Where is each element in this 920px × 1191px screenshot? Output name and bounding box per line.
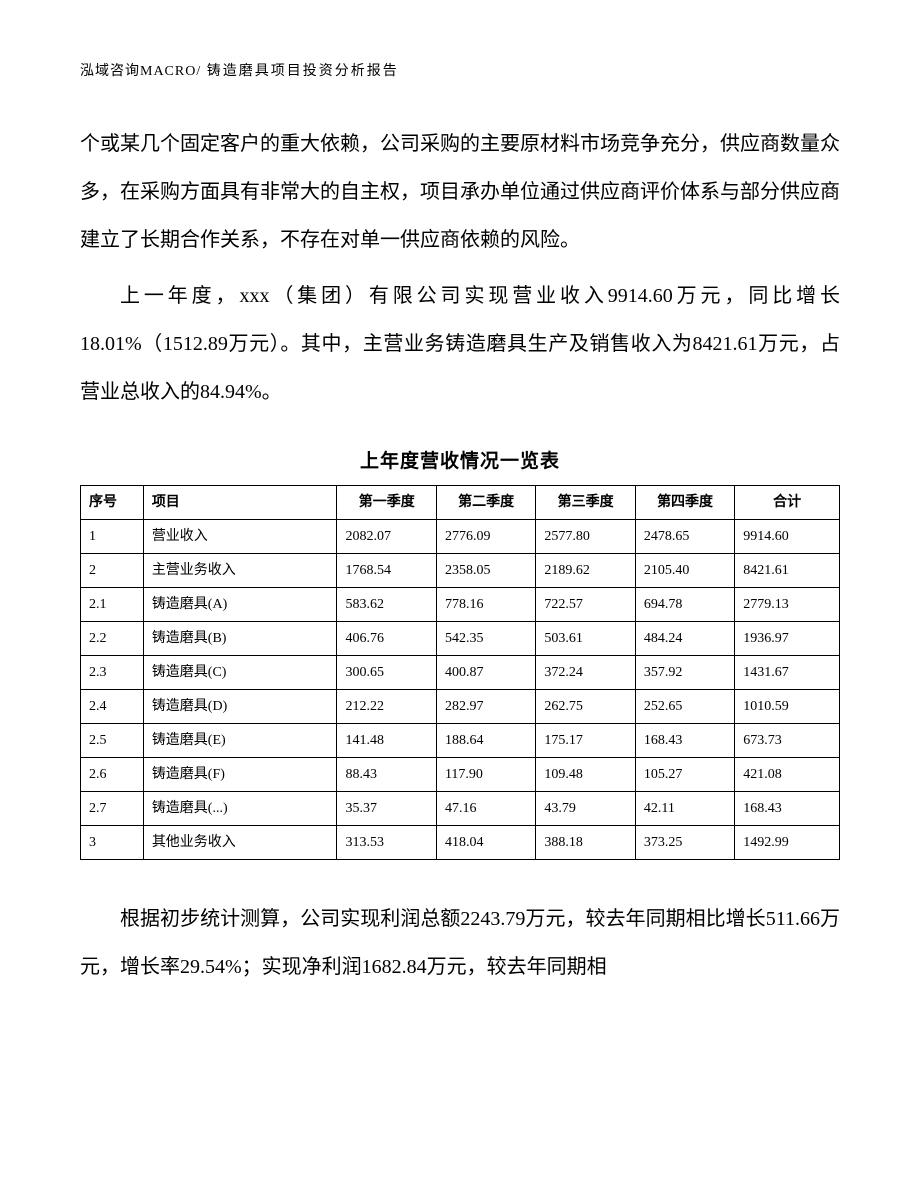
paragraph-2: 上一年度，xxx（集团）有限公司实现营业收入9914.60万元，同比增长18.0… — [80, 272, 840, 416]
table-row: 2.1 铸造磨具(A) 583.62 778.16 722.57 694.78 … — [81, 588, 840, 622]
cell-q2: 117.90 — [436, 758, 535, 792]
cell-q2: 778.16 — [436, 588, 535, 622]
cell-q1: 300.65 — [337, 656, 436, 690]
cell-q2: 2776.09 — [436, 520, 535, 554]
cell-q4: 2478.65 — [635, 520, 734, 554]
cell-q4: 484.24 — [635, 622, 734, 656]
cell-total: 421.08 — [735, 758, 840, 792]
cell-q4: 2105.40 — [635, 554, 734, 588]
cell-q3: 388.18 — [536, 826, 635, 860]
cell-item: 铸造磨具(...) — [143, 792, 337, 826]
cell-seq: 2.4 — [81, 690, 144, 724]
header-title: 铸造磨具项目投资分析报告 — [207, 64, 399, 79]
cell-seq: 2.3 — [81, 656, 144, 690]
cell-q3: 109.48 — [536, 758, 635, 792]
table-title: 上年度营收情况一览表 — [80, 446, 840, 473]
table-row: 2.5 铸造磨具(E) 141.48 188.64 175.17 168.43 … — [81, 724, 840, 758]
table-row: 2.2 铸造磨具(B) 406.76 542.35 503.61 484.24 … — [81, 622, 840, 656]
cell-q1: 1768.54 — [337, 554, 436, 588]
cell-q4: 105.27 — [635, 758, 734, 792]
cell-q3: 2189.62 — [536, 554, 635, 588]
cell-q1: 583.62 — [337, 588, 436, 622]
cell-total: 8421.61 — [735, 554, 840, 588]
cell-item: 其他业务收入 — [143, 826, 337, 860]
cell-q3: 43.79 — [536, 792, 635, 826]
cell-item: 铸造磨具(B) — [143, 622, 337, 656]
cell-q2: 188.64 — [436, 724, 535, 758]
table-header-q3: 第三季度 — [536, 486, 635, 520]
table-row: 2.7 铸造磨具(...) 35.37 47.16 43.79 42.11 16… — [81, 792, 840, 826]
cell-total: 2779.13 — [735, 588, 840, 622]
table-header-q2: 第二季度 — [436, 486, 535, 520]
table-header-total: 合计 — [735, 486, 840, 520]
cell-item: 铸造磨具(F) — [143, 758, 337, 792]
cell-q2: 282.97 — [436, 690, 535, 724]
cell-seq: 2.7 — [81, 792, 144, 826]
cell-total: 1492.99 — [735, 826, 840, 860]
paragraph-1: 个或某几个固定客户的重大依赖，公司采购的主要原材料市场竞争充分，供应商数量众多，… — [80, 120, 840, 264]
cell-item: 铸造磨具(C) — [143, 656, 337, 690]
table-header-q4: 第四季度 — [635, 486, 734, 520]
cell-seq: 2.5 — [81, 724, 144, 758]
table-row: 2.4 铸造磨具(D) 212.22 282.97 262.75 252.65 … — [81, 690, 840, 724]
cell-q1: 406.76 — [337, 622, 436, 656]
cell-q1: 35.37 — [337, 792, 436, 826]
cell-q1: 2082.07 — [337, 520, 436, 554]
page-header: 泓域咨询MACRO/ 铸造磨具项目投资分析报告 — [80, 60, 840, 80]
cell-q1: 88.43 — [337, 758, 436, 792]
cell-seq: 1 — [81, 520, 144, 554]
cell-q4: 252.65 — [635, 690, 734, 724]
table-body: 1 营业收入 2082.07 2776.09 2577.80 2478.65 9… — [81, 520, 840, 860]
table-row: 2.6 铸造磨具(F) 88.43 117.90 109.48 105.27 4… — [81, 758, 840, 792]
cell-q4: 42.11 — [635, 792, 734, 826]
table-header-row: 序号 项目 第一季度 第二季度 第三季度 第四季度 合计 — [81, 486, 840, 520]
document-page: 泓域咨询MACRO/ 铸造磨具项目投资分析报告 个或某几个固定客户的重大依赖，公… — [0, 0, 920, 1059]
cell-q3: 372.24 — [536, 656, 635, 690]
cell-q2: 542.35 — [436, 622, 535, 656]
cell-q2: 2358.05 — [436, 554, 535, 588]
cell-seq: 2.2 — [81, 622, 144, 656]
cell-q1: 313.53 — [337, 826, 436, 860]
cell-q3: 2577.80 — [536, 520, 635, 554]
cell-item: 主营业务收入 — [143, 554, 337, 588]
cell-seq: 2.1 — [81, 588, 144, 622]
cell-q3: 503.61 — [536, 622, 635, 656]
cell-total: 673.73 — [735, 724, 840, 758]
table-row: 2.3 铸造磨具(C) 300.65 400.87 372.24 357.92 … — [81, 656, 840, 690]
cell-q4: 168.43 — [635, 724, 734, 758]
cell-q1: 141.48 — [337, 724, 436, 758]
cell-item: 铸造磨具(D) — [143, 690, 337, 724]
cell-item: 铸造磨具(A) — [143, 588, 337, 622]
cell-q4: 373.25 — [635, 826, 734, 860]
cell-q2: 418.04 — [436, 826, 535, 860]
cell-q2: 47.16 — [436, 792, 535, 826]
cell-total: 1010.59 — [735, 690, 840, 724]
table-row: 3 其他业务收入 313.53 418.04 388.18 373.25 149… — [81, 826, 840, 860]
cell-total: 9914.60 — [735, 520, 840, 554]
table-header-item: 项目 — [143, 486, 337, 520]
cell-total: 168.43 — [735, 792, 840, 826]
cell-q3: 175.17 — [536, 724, 635, 758]
cell-q4: 694.78 — [635, 588, 734, 622]
table-header-q1: 第一季度 — [337, 486, 436, 520]
cell-seq: 3 — [81, 826, 144, 860]
cell-seq: 2 — [81, 554, 144, 588]
cell-total: 1936.97 — [735, 622, 840, 656]
table-row: 1 营业收入 2082.07 2776.09 2577.80 2478.65 9… — [81, 520, 840, 554]
cell-total: 1431.67 — [735, 656, 840, 690]
header-company: 泓域咨询MACRO/ — [80, 64, 201, 79]
cell-q3: 722.57 — [536, 588, 635, 622]
cell-q3: 262.75 — [536, 690, 635, 724]
cell-seq: 2.6 — [81, 758, 144, 792]
table-row: 2 主营业务收入 1768.54 2358.05 2189.62 2105.40… — [81, 554, 840, 588]
cell-item: 营业收入 — [143, 520, 337, 554]
cell-q4: 357.92 — [635, 656, 734, 690]
table-header-seq: 序号 — [81, 486, 144, 520]
paragraph-3: 根据初步统计测算，公司实现利润总额2243.79万元，较去年同期相比增长511.… — [80, 895, 840, 991]
cell-item: 铸造磨具(E) — [143, 724, 337, 758]
cell-q2: 400.87 — [436, 656, 535, 690]
cell-q1: 212.22 — [337, 690, 436, 724]
revenue-table: 序号 项目 第一季度 第二季度 第三季度 第四季度 合计 1 营业收入 2082… — [80, 485, 840, 860]
